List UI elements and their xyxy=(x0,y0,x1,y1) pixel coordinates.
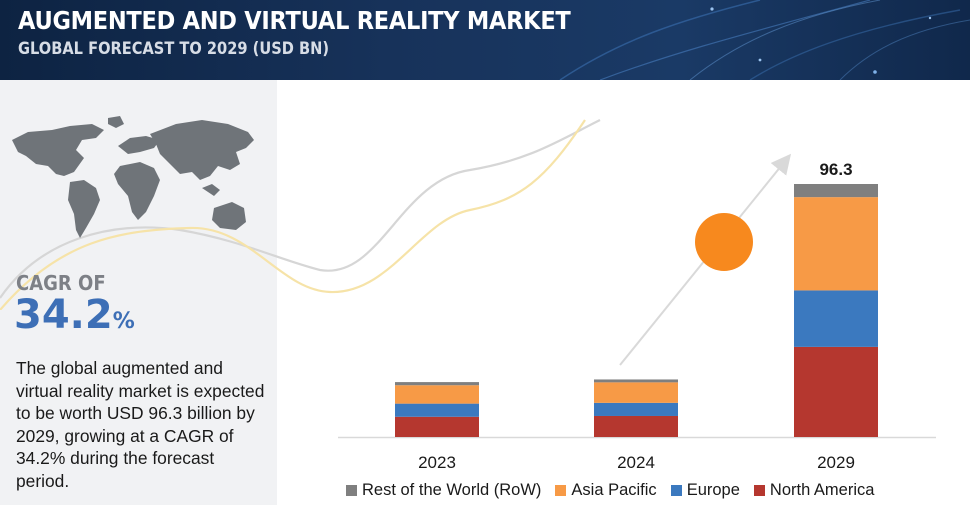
legend-label: Rest of the World (RoW) xyxy=(362,480,542,499)
data-label-2029: 96.3 xyxy=(819,160,852,179)
legend-swatch xyxy=(555,484,567,496)
bar-segment-europe-2029 xyxy=(794,290,878,347)
x-tick-label-2029: 2029 xyxy=(817,453,855,472)
bar-segment-europe-2024 xyxy=(594,402,678,416)
legend-item-north-america: North America xyxy=(753,480,875,500)
header-banner: AUGMENTED AND VIRTUAL REALITY MARKET GLO… xyxy=(0,0,970,80)
legend-item-europe: Europe xyxy=(670,480,740,500)
legend-label: Europe xyxy=(686,480,740,499)
legend-item-rest-of-the-world-row: Rest of the World (RoW) xyxy=(346,481,541,500)
legend-swatch xyxy=(670,484,682,496)
market-description: The global augmented and virtual reality… xyxy=(16,358,265,491)
legend-label: Asia Pacific xyxy=(571,480,657,499)
bar-segment-rest-of-the-world-row-2023 xyxy=(395,382,479,386)
legend-swatch xyxy=(346,484,357,496)
bar-segment-asia-pacific-2023 xyxy=(395,385,479,404)
bar-segment-europe-2023 xyxy=(395,403,479,417)
chart-legend: Rest of the World (RoW) Asia Pacific Europ… xyxy=(346,480,888,500)
bar-segment-north-america-2023 xyxy=(395,416,479,437)
cagr-number: 34.2 xyxy=(14,292,113,338)
bar-segment-north-america-2029 xyxy=(794,346,878,437)
page-title: AUGMENTED AND VIRTUAL REALITY MARKET xyxy=(18,6,571,35)
cagr-label: CAGR OF xyxy=(16,271,106,295)
legend-swatch xyxy=(753,484,765,496)
page-subtitle: GLOBAL FORECAST TO 2029 (USD BN) xyxy=(18,39,330,59)
growth-arrow-icon xyxy=(619,153,792,366)
x-tick-label-2023: 2023 xyxy=(418,453,456,472)
legend-item-asia-pacific: Asia Pacific xyxy=(555,480,657,500)
bar-segment-asia-pacific-2024 xyxy=(594,382,678,403)
legend-label: North America xyxy=(769,480,875,499)
cagr-value: 34.2% xyxy=(14,292,135,338)
x-tick-label-2024: 2024 xyxy=(617,453,655,472)
bar-segment-asia-pacific-2029 xyxy=(794,197,878,291)
decorative-background xyxy=(0,116,601,310)
growth-bubble xyxy=(695,213,753,271)
cagr-unit: % xyxy=(112,309,135,334)
bar-segment-rest-of-the-world-row-2024 xyxy=(594,379,678,383)
bar-segment-rest-of-the-world-row-2029 xyxy=(794,184,878,198)
world-map-icon xyxy=(12,116,254,238)
bar-segment-north-america-2024 xyxy=(594,415,678,437)
header-background-lines xyxy=(559,0,970,80)
